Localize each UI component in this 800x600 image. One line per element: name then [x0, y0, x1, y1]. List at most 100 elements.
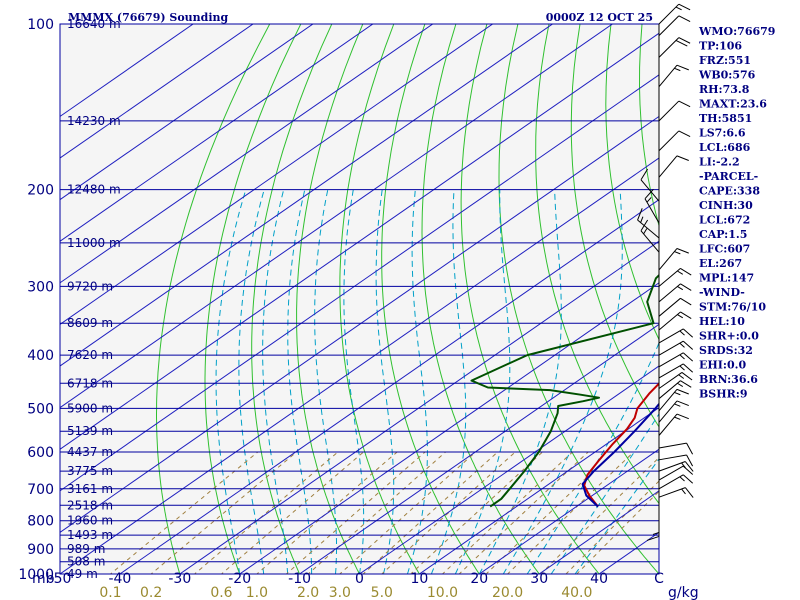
temperature-tick-label: -40: [108, 571, 131, 587]
mixing-ratio-label: 3.0: [329, 585, 351, 600]
pressure-label: 700: [27, 482, 54, 498]
height-label: 16640 m: [67, 17, 121, 31]
index-line: WB0:576: [698, 69, 756, 82]
mixing-ratio-line: [256, 451, 398, 574]
wind-barb: [658, 340, 694, 356]
station-title: MMMX (76679) Sounding: [68, 11, 229, 24]
index-line: LFC:607: [699, 243, 750, 256]
height-label: 4437 m: [67, 445, 113, 459]
wind-barb: [658, 474, 694, 490]
wind-barb: [658, 64, 689, 87]
index-line: LCL:686: [699, 141, 751, 154]
index-line: -PARCEL-: [699, 170, 758, 183]
index-line: LCL:672: [699, 214, 750, 227]
height-label: 3161 m: [67, 482, 113, 496]
height-label: 49 m: [67, 567, 98, 581]
wind-barb: [658, 372, 693, 389]
index-line: SRDS:32: [699, 344, 753, 357]
mixing-ratio-line: [150, 451, 297, 574]
mixing-ratio-label: 10.0: [427, 585, 458, 600]
height-label: 12480 m: [67, 183, 121, 197]
mixing-ratio-label: 0.6: [210, 585, 232, 600]
wind-barb: [658, 155, 689, 178]
isotherm: [238, 282, 659, 574]
pressure-label: 300: [27, 279, 54, 295]
index-line: TP:106: [699, 40, 742, 53]
wind-barb: [658, 37, 691, 58]
temperature-tick-label: 20: [470, 571, 488, 587]
index-line: LI:-2.2: [699, 156, 740, 169]
wind-barb: [658, 352, 694, 368]
pressure-label: 600: [27, 445, 54, 461]
dry-adiabat: [156, 24, 271, 574]
mixing-ratio-line: [285, 451, 426, 574]
mixing-ratio-line: [109, 451, 259, 574]
wind-barb: [658, 311, 692, 331]
mixing-ratio-label: 0.2: [140, 585, 162, 600]
wind-barb: [658, 100, 691, 122]
wind-barb: [658, 487, 694, 498]
isotherm: [298, 323, 659, 574]
index-line: MPL:147: [699, 272, 754, 285]
temperature-tick-label: 30: [530, 571, 548, 587]
pressure-unit-label: mb: [32, 571, 55, 587]
pressure-label: 400: [27, 348, 54, 364]
index-line: STM:76/10: [699, 301, 766, 314]
isotherm: [60, 24, 194, 118]
dewpoint-line: [470, 273, 659, 508]
temperature-tick-label: -10: [288, 571, 311, 587]
mixing-ratio-label: 0.1: [99, 585, 121, 600]
wind-barb: [658, 442, 694, 455]
sounding-time: 0000Z 12 OCT 25: [546, 11, 653, 24]
temperature-tick-label: 0: [355, 571, 364, 587]
index-line: CAP:1.5: [699, 228, 747, 241]
height-label: 1493 m: [67, 528, 113, 542]
height-label: 7620 m: [67, 348, 113, 362]
dry-adiabat: [605, 24, 659, 341]
isotherm: [60, 24, 254, 159]
wind-barb: [658, 413, 689, 436]
dry-adiabat: [421, 24, 540, 574]
height-label: 5139 m: [67, 424, 113, 438]
index-line: CINH:30: [699, 199, 753, 212]
mixing-ratio-line: [409, 451, 543, 574]
temperature-tick-label: 10: [410, 571, 428, 587]
wind-barb: [658, 248, 689, 271]
wind-barb: [658, 454, 694, 467]
isotherm: [60, 115, 659, 534]
temperature-line: [583, 382, 659, 508]
pressure-label: 800: [27, 514, 54, 530]
isotherm: [60, 24, 374, 242]
height-label: 6718 m: [67, 376, 113, 390]
wind-barb: [658, 3, 691, 25]
mixing-ratio-line: [485, 451, 614, 574]
wind-barb: [658, 388, 689, 412]
isotherm: [60, 24, 554, 367]
mixing-ratio-label: 5.0: [371, 585, 393, 600]
index-line: TH:5851: [699, 112, 752, 125]
mixing-ratio-line: [339, 451, 476, 574]
isotherm: [60, 157, 659, 574]
isotherm: [178, 240, 659, 574]
mixing-ratio-line: [441, 451, 573, 574]
wind-barb: [637, 208, 660, 239]
mixing-ratio-line: [362, 451, 499, 574]
index-line: EL:267: [699, 257, 742, 270]
index-line: WMO:76679: [698, 25, 775, 38]
isotherm: [60, 24, 314, 201]
dry-adiabat: [204, 24, 302, 574]
mixing-ratio-line: [506, 451, 635, 574]
wind-barb: [658, 465, 694, 481]
height-label: 3775 m: [67, 464, 113, 478]
height-label: 1960 m: [67, 514, 113, 528]
index-line: BRN:36.6: [699, 373, 758, 386]
parcel-line: [581, 402, 659, 508]
wind-barbs: [637, 3, 694, 541]
index-line: CAPE:338: [699, 185, 760, 198]
wind-barb: [658, 380, 692, 400]
isotherm: [358, 365, 659, 574]
mixing-ratio-line: [565, 480, 659, 574]
wind-barb: [658, 283, 692, 303]
dry-adiabat: [535, 24, 659, 505]
